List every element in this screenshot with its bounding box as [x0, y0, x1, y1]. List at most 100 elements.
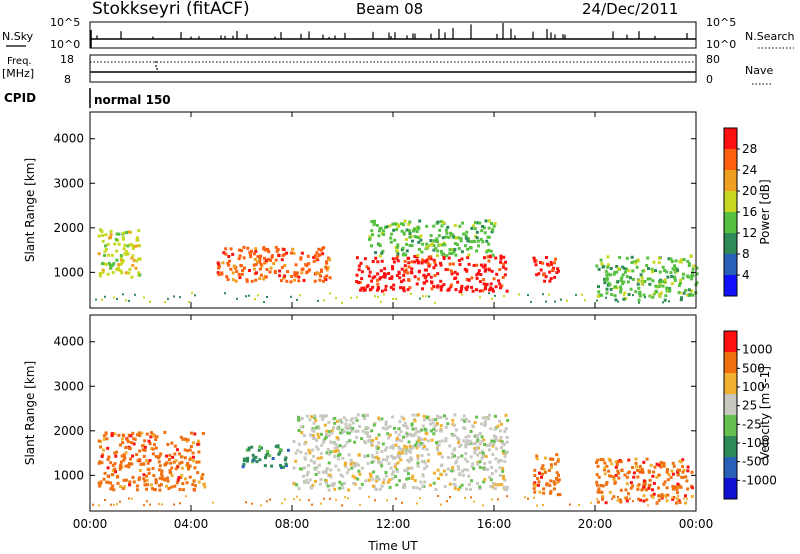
data-cell	[101, 453, 105, 457]
data-cell	[468, 240, 472, 244]
data-cell	[542, 491, 546, 495]
data-cell	[433, 425, 437, 429]
data-cell	[429, 234, 433, 238]
data-cell	[292, 466, 296, 470]
data-cell	[281, 502, 283, 505]
data-cell	[349, 462, 353, 466]
data-cell	[111, 464, 115, 467]
data-cell	[500, 440, 504, 444]
data-cell	[281, 465, 285, 469]
data-cell	[379, 269, 383, 273]
data-cell	[603, 472, 607, 476]
data-cell	[111, 468, 115, 472]
data-cell	[569, 503, 571, 506]
data-cell	[533, 490, 537, 494]
data-cell	[326, 447, 330, 451]
data-cell	[120, 261, 124, 265]
data-cell	[264, 259, 268, 262]
data-cell	[406, 467, 409, 471]
data-cell	[152, 443, 156, 447]
data-cell	[400, 447, 404, 451]
data-cell	[488, 448, 491, 452]
data-cell	[423, 445, 426, 448]
data-cell	[380, 484, 384, 488]
data-cell	[329, 450, 333, 454]
data-cell	[378, 254, 382, 258]
data-cell	[681, 465, 684, 469]
data-cell	[304, 452, 308, 456]
data-cell	[324, 278, 328, 281]
data-cell	[396, 461, 400, 465]
data-cell	[324, 265, 327, 269]
data-cell	[666, 493, 670, 497]
data-cell	[469, 455, 473, 459]
data-cell	[690, 470, 694, 474]
data-cell	[454, 253, 458, 257]
data-cell	[557, 473, 560, 477]
data-cell	[663, 269, 667, 272]
data-cell	[394, 222, 398, 226]
data-cell	[100, 230, 104, 234]
data-cell	[637, 286, 641, 290]
data-cell	[115, 450, 119, 454]
data-cell	[402, 278, 406, 282]
data-cell	[419, 497, 421, 499]
data-cell	[321, 470, 325, 474]
data-cell	[609, 267, 613, 270]
data-cell	[466, 239, 470, 243]
data-cell	[410, 466, 414, 470]
data-cell	[128, 480, 132, 484]
data-cell	[102, 434, 106, 438]
data-cell	[618, 255, 622, 259]
data-cell	[417, 247, 421, 251]
data-cell	[642, 482, 646, 486]
data-cell	[283, 264, 287, 267]
data-cell	[132, 442, 136, 446]
data-cell	[353, 476, 357, 480]
data-cell	[405, 249, 409, 253]
data-cell	[636, 258, 640, 262]
data-cell	[438, 228, 442, 232]
data-cell	[397, 427, 401, 431]
data-cell	[677, 291, 681, 295]
data-cell	[115, 267, 119, 271]
data-cell	[367, 439, 371, 443]
data-cell	[242, 245, 246, 249]
data-cell	[308, 418, 312, 422]
data-cell	[249, 252, 252, 256]
data-cell	[680, 296, 683, 300]
data-cell	[671, 497, 673, 499]
data-cell	[650, 494, 654, 498]
data-cell	[262, 256, 266, 260]
data-cell	[332, 426, 335, 430]
data-cell	[378, 227, 382, 230]
data-cell	[480, 229, 484, 233]
data-cell	[450, 252, 454, 256]
data-cell	[496, 439, 500, 443]
data-cell	[657, 463, 661, 467]
data-cell	[346, 427, 350, 431]
data-cell	[326, 266, 330, 270]
data-cell	[425, 279, 429, 283]
data-cell	[185, 495, 187, 498]
data-cell	[451, 262, 455, 266]
data-cell	[399, 430, 403, 433]
data-cell	[490, 222, 493, 225]
data-cell	[461, 473, 465, 477]
data-cell	[360, 277, 364, 281]
data-cell	[639, 273, 643, 277]
data-cell	[405, 469, 409, 473]
data-cell	[394, 443, 398, 447]
data-cell	[395, 274, 399, 277]
data-cell	[658, 270, 662, 274]
data-cell	[498, 474, 502, 477]
data-cell	[538, 490, 542, 494]
data-cell	[446, 500, 448, 503]
data-cell	[554, 300, 556, 303]
colorbar-tick-label: 16	[742, 205, 757, 219]
data-cell	[290, 275, 294, 278]
data-cell	[401, 246, 405, 250]
data-cell	[649, 463, 653, 467]
data-cell	[541, 261, 545, 265]
data-cell	[647, 486, 651, 490]
